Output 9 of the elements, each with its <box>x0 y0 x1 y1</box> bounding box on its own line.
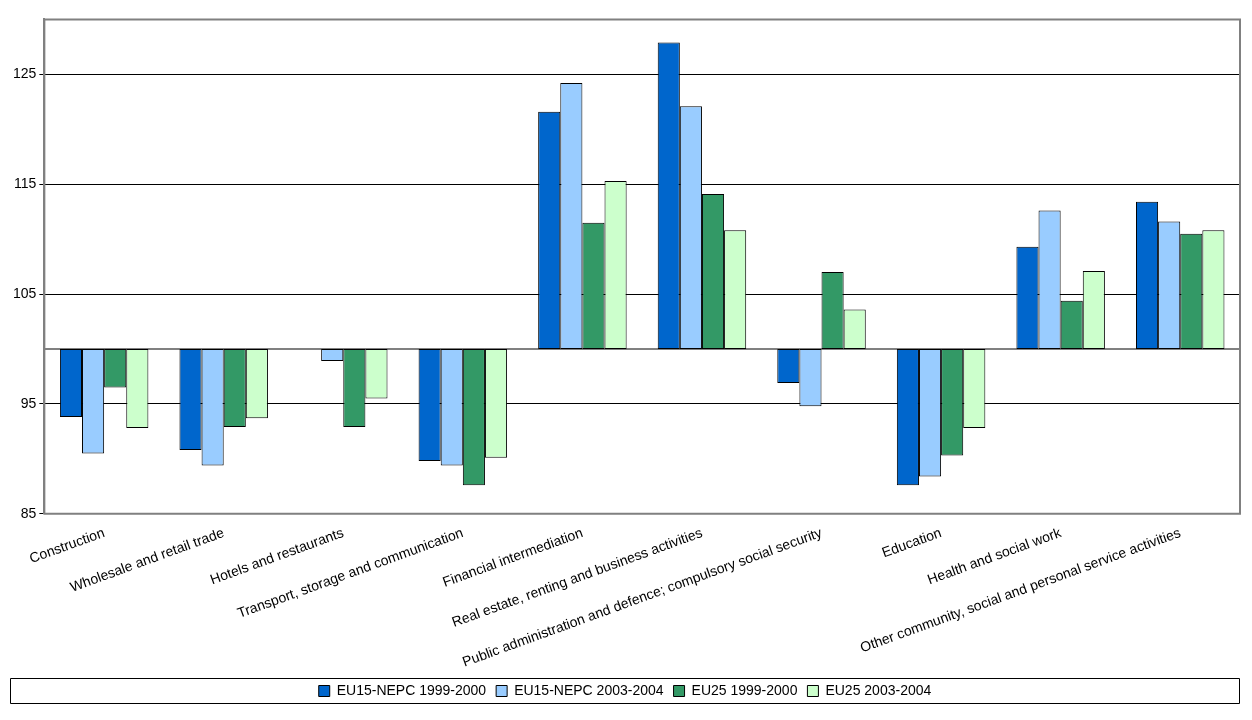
legend-label: EU25 1999-2000 <box>691 681 798 698</box>
legend-label: EU25 2003-2004 <box>825 681 932 698</box>
y-tick-label: 125 <box>13 65 37 82</box>
y-tick-label: 95 <box>20 394 37 411</box>
y-tick-label: 105 <box>13 284 37 301</box>
y-tick-label: 85 <box>20 504 37 521</box>
legend-label: EU15-NEPC 1999-2000 <box>336 681 487 698</box>
y-tick-label: 115 <box>14 175 37 192</box>
legend-label: EU15-NEPC 2003-2004 <box>514 681 664 698</box>
